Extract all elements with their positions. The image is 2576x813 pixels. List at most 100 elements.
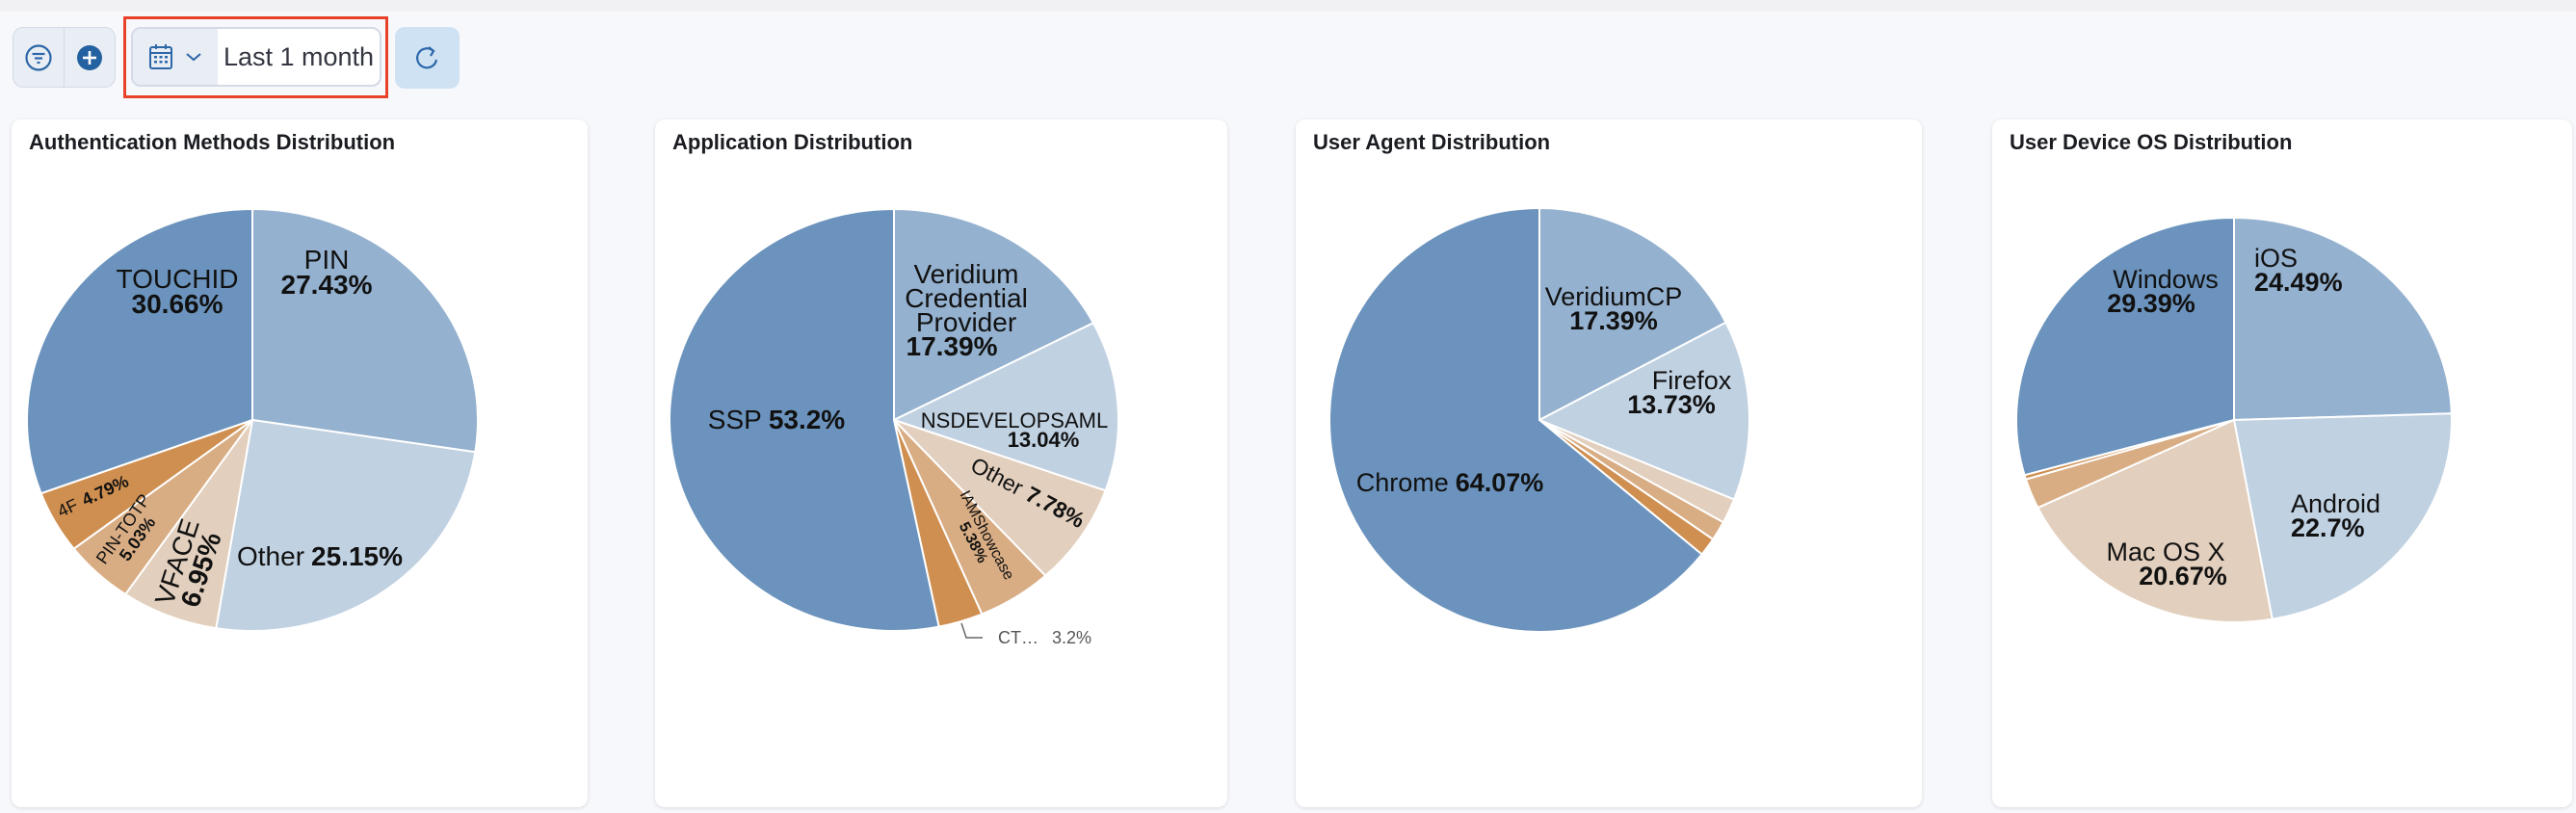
- slice-percent: 17.39%: [907, 331, 998, 361]
- slice-percent: 13.04%: [1008, 428, 1080, 452]
- quick-select-button[interactable]: [133, 29, 218, 85]
- slice-label-outside: CT… 3.2%: [998, 628, 1091, 647]
- slice-name: Credential: [905, 283, 1028, 313]
- slice-label-line: Provider: [916, 307, 1016, 337]
- slice-name: Android: [2291, 489, 2380, 518]
- slice-label-line: Firefox: [1652, 366, 1732, 395]
- refresh-icon: [415, 46, 437, 69]
- slice-name: iOS: [2254, 244, 2298, 273]
- slice-label-line: iOS: [2254, 244, 2298, 273]
- slice-label-line: Android: [2291, 489, 2380, 518]
- slice-name: Windows: [2113, 265, 2219, 294]
- pie-slice-firefox[interactable]: [1539, 323, 1749, 500]
- pie-slice-pin[interactable]: [252, 209, 478, 452]
- slice-label-line: TOUCHID: [116, 264, 238, 294]
- pie-slice-ios[interactable]: [2234, 218, 2452, 420]
- pie-slice-veridium-credential-provider[interactable]: [894, 209, 1093, 420]
- pie-slice-windows[interactable]: [2016, 218, 2234, 475]
- slice-name: CT…: [998, 628, 1038, 647]
- slice-label-line: PIN: [304, 245, 350, 275]
- card-title: Authentication Methods Distribution: [29, 130, 396, 154]
- slice-name: TOUCHID: [116, 264, 238, 294]
- card-title: User Device OS Distribution: [2010, 130, 2293, 154]
- card-authentication-methods: Authentication Methods Distribution TOUC…: [12, 119, 588, 807]
- refresh-button[interactable]: [395, 27, 460, 89]
- slice-label-line: 17.39%: [1569, 306, 1658, 335]
- slice-label-line: VeridiumCP: [1545, 282, 1683, 311]
- slice-label-line: NSDEVELOPSAML: [921, 408, 1108, 433]
- slice-label-line: SSP 53.2%: [708, 405, 846, 434]
- slice-percent: 24.49%: [2254, 268, 2343, 297]
- slice-label-line: 17.39%: [907, 331, 998, 361]
- date-range-value[interactable]: Last 1 month: [223, 41, 375, 71]
- slice-label-line: Other 25.15%: [237, 541, 403, 571]
- top-strip: [0, 0, 2576, 12]
- filter-icon: [25, 43, 52, 71]
- slice-label-line: 27.43%: [281, 270, 373, 300]
- pie-slice-veridiumcp[interactable]: [1539, 208, 1726, 420]
- slice-name: Veridium: [914, 259, 1019, 289]
- slice-percent: 17.39%: [1569, 306, 1658, 335]
- slice-percent: 13.73%: [1627, 390, 1716, 419]
- slice-name: PIN: [304, 245, 350, 275]
- filter-add-button-group: [13, 27, 116, 88]
- slice-label-line: 22.7%: [2291, 513, 2365, 542]
- slice-name: VeridiumCP: [1545, 282, 1683, 311]
- card-user-agent: User Agent Distribution VeridiumCP 17.39%…: [1296, 119, 1922, 807]
- slice-label: Chrome 64.07%: [1356, 468, 1544, 497]
- filter-button[interactable]: [13, 28, 64, 87]
- pie-slice-mac-os-x[interactable]: [2037, 420, 2272, 622]
- card-title: Application Distribution: [672, 130, 913, 154]
- slice-name: Other: [237, 541, 304, 571]
- slice-label-line: Mac OS X: [2106, 538, 2224, 566]
- slice-percent: 29.39%: [2107, 289, 2195, 318]
- slice-label-line: Veridium: [914, 259, 1019, 289]
- card-title: User Agent Distribution: [1313, 130, 1551, 154]
- slice-name: Mac OS X: [2106, 538, 2224, 566]
- calendar-icon: [149, 44, 172, 69]
- slice-label-line: Windows: [2113, 265, 2219, 294]
- slice-label-line: 29.39%: [2107, 289, 2195, 318]
- slice-percent: 30.66%: [132, 289, 223, 319]
- slice-name: Firefox: [1652, 366, 1732, 395]
- slice-percent: 20.67%: [2139, 562, 2227, 590]
- slice-label-line: 20.67%: [2139, 562, 2227, 590]
- pie-slice-android[interactable]: [2234, 413, 2452, 618]
- slice-label-line: Chrome 64.07%: [1356, 468, 1544, 497]
- leader-line: [960, 622, 983, 639]
- slice-label: SSP 53.2%: [708, 405, 846, 434]
- chevron-down-icon: [186, 53, 201, 62]
- pie-slice-ssp[interactable]: [670, 209, 939, 631]
- slice-name: NSDEVELOPSAML: [921, 408, 1108, 433]
- pie-slice-other[interactable]: [894, 420, 1106, 576]
- pie-slice-other[interactable]: [216, 420, 475, 631]
- plus-circle-icon: [77, 44, 102, 70]
- slice-label: Other 25.15%: [237, 541, 403, 571]
- date-range-picker[interactable]: Last 1 month: [131, 27, 381, 87]
- slice-label-line: 13.04%: [1008, 428, 1080, 452]
- slice-percent: 25.15%: [311, 541, 403, 571]
- card-application: Application Distribution Veridium Credent…: [655, 119, 1227, 807]
- pie-slice-nsdevelopsaml[interactable]: [894, 323, 1118, 490]
- slice-label-line: 24.49%: [2254, 268, 2343, 297]
- date-picker-highlight: [123, 16, 388, 98]
- add-button[interactable]: [64, 28, 115, 87]
- pie-slice-chrome[interactable]: [1329, 208, 1702, 632]
- pie-slice-touchid[interactable]: [27, 209, 252, 493]
- slice-label: Mac OS X20.67%: [2106, 538, 2226, 590]
- slice-name: Provider: [916, 307, 1016, 337]
- slice-name: Chrome: [1356, 468, 1449, 497]
- slice-name: SSP: [708, 405, 762, 434]
